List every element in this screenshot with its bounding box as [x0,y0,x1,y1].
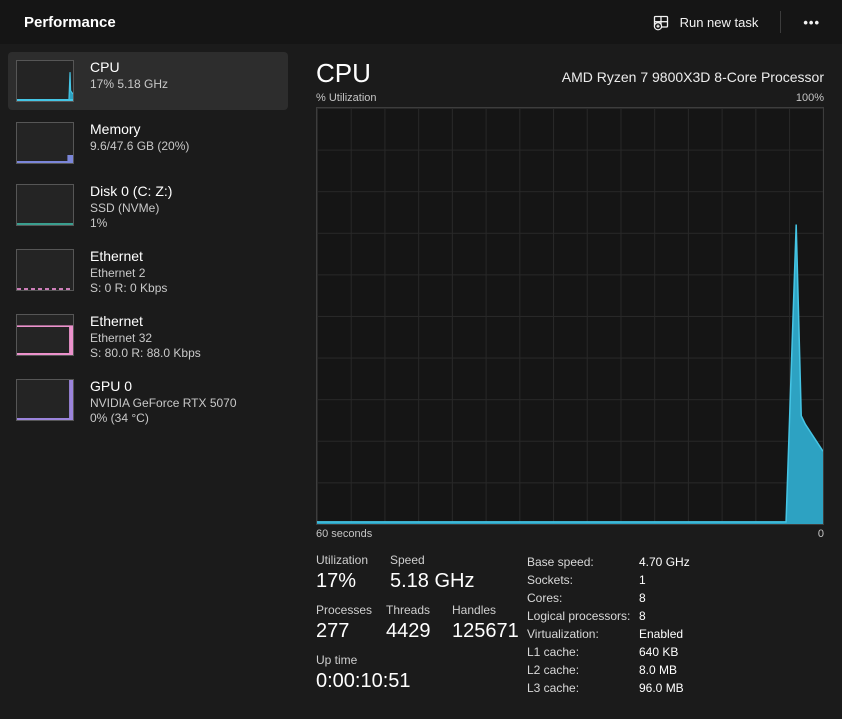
sidebar-disk-type: SSD (NVMe) [90,201,160,215]
cpu-stats: Utilization 17% Speed 5.18 GHz Processes… [316,552,527,702]
title-bar: Performance Run new task ••• [0,0,842,44]
sidebar-gpu-usage: 0% (34 °C) [90,411,149,425]
memory-mini-graph [16,122,74,164]
sidebar-cpu-title: CPU [90,59,120,75]
processor-name: AMD Ryzen 7 9800X3D 8-Core Processor [561,69,824,85]
detail-sockets: Sockets: 1 [527,573,646,587]
sidebar-item-memory[interactable]: Memory 9.6/47.6 GB (20%) [8,114,288,172]
stat-threads: Threads 4429 [386,603,431,642]
stat-handles: Handles 125671 [452,603,519,642]
sidebar-ethernet32-name: Ethernet 32 [90,331,153,345]
sidebar-item-cpu[interactable]: CPU 17% 5.18 GHz [8,52,288,110]
sidebar-memory-title: Memory [90,121,141,137]
run-new-task-label: Run new task [679,14,759,30]
page-title: Performance [24,13,116,31]
sidebar-memory-stats: 9.6/47.6 GB (20%) [90,139,190,153]
cpu-details: Base speed: 4.70 GHz Sockets: 1 Cores: 8 Lo… [527,552,824,702]
sidebar-ethernet2-title: Ethernet [90,248,143,264]
sidebar-item-disk0[interactable]: Disk 0 (C: Z:) SSD (NVMe) 1% [8,176,288,237]
detail-logical-processors: Logical processors: 8 [527,609,646,623]
x-axis-left-label: 60 seconds [316,528,373,540]
stat-processes: Processes 277 [316,603,373,642]
y-axis-label: % Utilization [316,92,377,104]
detail-l1-cache: L1 cache: 640 KB [527,645,679,659]
sidebar-ethernet2-name: Ethernet 2 [90,266,146,280]
sidebar-ethernet32-title: Ethernet [90,313,143,329]
cpu-utilization-graph [316,107,824,525]
detail-l3-cache: L3 cache: 96.0 MB [527,681,684,695]
run-new-task-icon [653,14,670,31]
sidebar-disk-title: Disk 0 (C: Z:) [90,183,173,199]
run-new-task-button[interactable]: Run new task [641,7,771,38]
cpu-mini-graph [16,60,74,102]
stat-speed: Speed 5.18 GHz [390,553,475,592]
detail-cores: Cores: 8 [527,591,646,605]
stat-uptime: Up time 0:00:10:51 [316,653,411,692]
header-separator [780,11,782,33]
panel-title: CPU [316,58,371,88]
more-options-button[interactable]: ••• [791,7,832,38]
detail-l2-cache: L2 cache: 8.0 MB [527,663,678,677]
x-axis-right-label: 0 [817,528,824,540]
disk-mini-graph [16,184,74,226]
sidebar-disk-usage: 1% [90,216,108,230]
sidebar-item-gpu0[interactable]: GPU 0 NVIDIA GeForce RTX 5070 0% (34 °C) [8,371,288,432]
sidebar-cpu-stats: 17% 5.18 GHz [90,77,169,91]
performance-sidebar: CPU 17% 5.18 GHz Memory 9.6/47.6 GB (20%… [0,44,296,719]
detail-virtualization: Virtualization: Enabled [527,627,684,641]
sidebar-gpu-title: GPU 0 [90,378,133,394]
y-axis-max-label: 100% [795,92,824,104]
sidebar-ethernet2-rate: S: 0 R: 0 Kbps [90,281,168,295]
header-actions: Run new task ••• [641,7,832,38]
sidebar-gpu-name: NVIDIA GeForce RTX 5070 [90,396,237,410]
detail-base-speed: Base speed: 4.70 GHz [527,555,690,569]
gpu-mini-graph [16,379,74,421]
sidebar-item-ethernet32[interactable]: Ethernet Ethernet 32 S: 80.0 R: 88.0 Kbp… [8,306,288,367]
sidebar-ethernet32-rate: S: 80.0 R: 88.0 Kbps [90,346,201,360]
ethernet2-mini-graph [16,249,74,291]
sidebar-item-ethernet2[interactable]: Ethernet Ethernet 2 S: 0 R: 0 Kbps [8,241,288,302]
cpu-performance-panel: CPU AMD Ryzen 7 9800X3D 8-Core Processor… [316,44,824,719]
stat-utilization: Utilization 17% [316,553,369,592]
ethernet32-mini-graph [16,314,74,356]
